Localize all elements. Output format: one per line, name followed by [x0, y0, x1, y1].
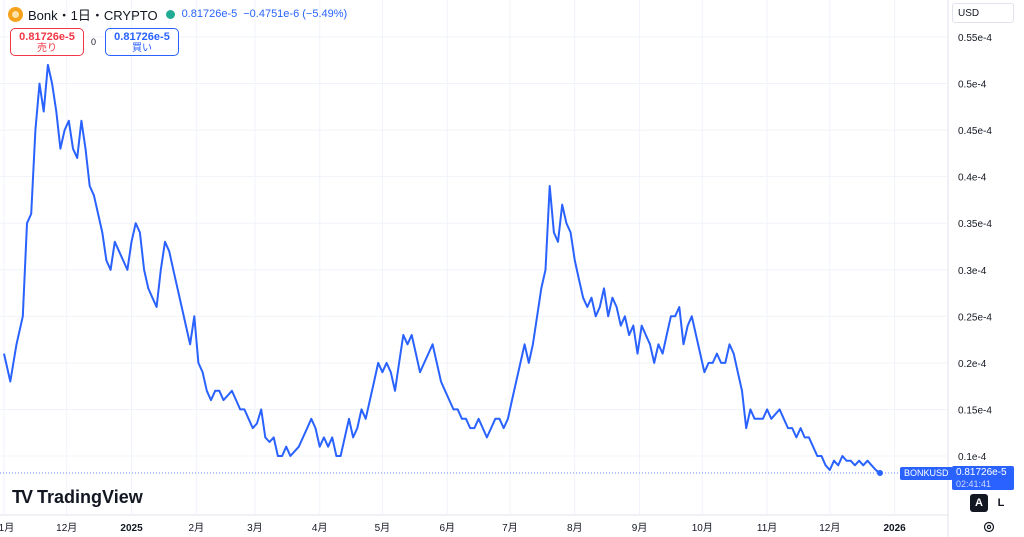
x-tick-label: 2月 — [189, 522, 205, 534]
x-tick-label: 12月 — [819, 522, 840, 534]
sell-label: 売り — [37, 43, 57, 54]
y-tick-label: 0.1e-4 — [958, 452, 987, 463]
y-tick-label: 0.4e-4 — [958, 173, 987, 184]
buy-price: 0.81726e-5 — [114, 31, 170, 43]
currency-selector[interactable]: USD — [952, 3, 1014, 23]
price-series-line — [3, 63, 881, 474]
x-tick-label: 7月 — [502, 522, 518, 534]
y-tick-label: 0.45e-4 — [958, 126, 992, 137]
auto-scale-button[interactable]: A — [970, 494, 988, 512]
last-price-label: 0.81726e-5 02:41:41 — [952, 466, 1014, 490]
sell-price: 0.81726e-5 — [19, 31, 75, 43]
tradingview-mark-icon: TV — [12, 487, 33, 507]
last-price-marker — [877, 470, 883, 477]
spread-value: 0 — [91, 37, 97, 47]
x-tick-label: 12月 — [56, 522, 77, 534]
symbol-header: Bonk・1日・CRYPTO 0.81726e-5 −0.4751e-6 (−5… — [8, 5, 347, 23]
y-tick-label: 0.55e-4 — [958, 33, 992, 44]
symbol-title[interactable]: Bonk・1日・CRYPTO — [28, 7, 158, 23]
x-tick-label: 2026 — [884, 523, 907, 534]
sell-button[interactable]: 0.81726e-5 売り — [10, 28, 84, 56]
x-tick-label: 10月 — [692, 522, 713, 534]
brand-name: TradingView — [37, 487, 143, 507]
last-price-text: 0.81726e-5 — [181, 8, 238, 20]
y-tick-label: 0.25e-4 — [958, 312, 992, 323]
x-tick-label: 5月 — [375, 522, 391, 534]
x-tick-label: 2025 — [120, 523, 143, 534]
x-tick-label: 11月 — [0, 522, 14, 534]
bar-countdown: 02:41:41 — [956, 479, 992, 489]
tradingview-logo: TV TradingView — [12, 487, 143, 508]
y-tick-label: 0.5e-4 — [958, 80, 987, 91]
y-tick-label: 0.15e-4 — [958, 405, 992, 416]
x-tick-label: 8月 — [567, 522, 583, 534]
last-price-value: 0.81726e-5 — [956, 467, 1007, 478]
x-tick-label: 6月 — [439, 522, 455, 534]
buy-label: 買い — [132, 43, 152, 54]
price-change-text: −0.4751e-6 (−5.49%) — [243, 8, 348, 20]
log-scale-button[interactable]: L — [997, 497, 1005, 509]
y-tick-label: 0.2e-4 — [958, 359, 987, 370]
y-tick-label: 0.3e-4 — [958, 266, 987, 277]
symbol-price-tag: BONKUSD — [900, 467, 953, 480]
market-status-icon[interactable] — [165, 9, 175, 19]
x-tick-label: 11月 — [757, 522, 777, 534]
settings-gear-icon[interactable] — [982, 520, 996, 534]
y-tick-label: 0.35e-4 — [958, 219, 992, 230]
buy-button[interactable]: 0.81726e-5 買い — [105, 28, 179, 56]
x-tick-label: 4月 — [312, 522, 328, 534]
bonk-logo-icon — [8, 6, 23, 22]
x-tick-label: 3月 — [247, 522, 263, 534]
x-tick-label: 9月 — [632, 522, 648, 534]
